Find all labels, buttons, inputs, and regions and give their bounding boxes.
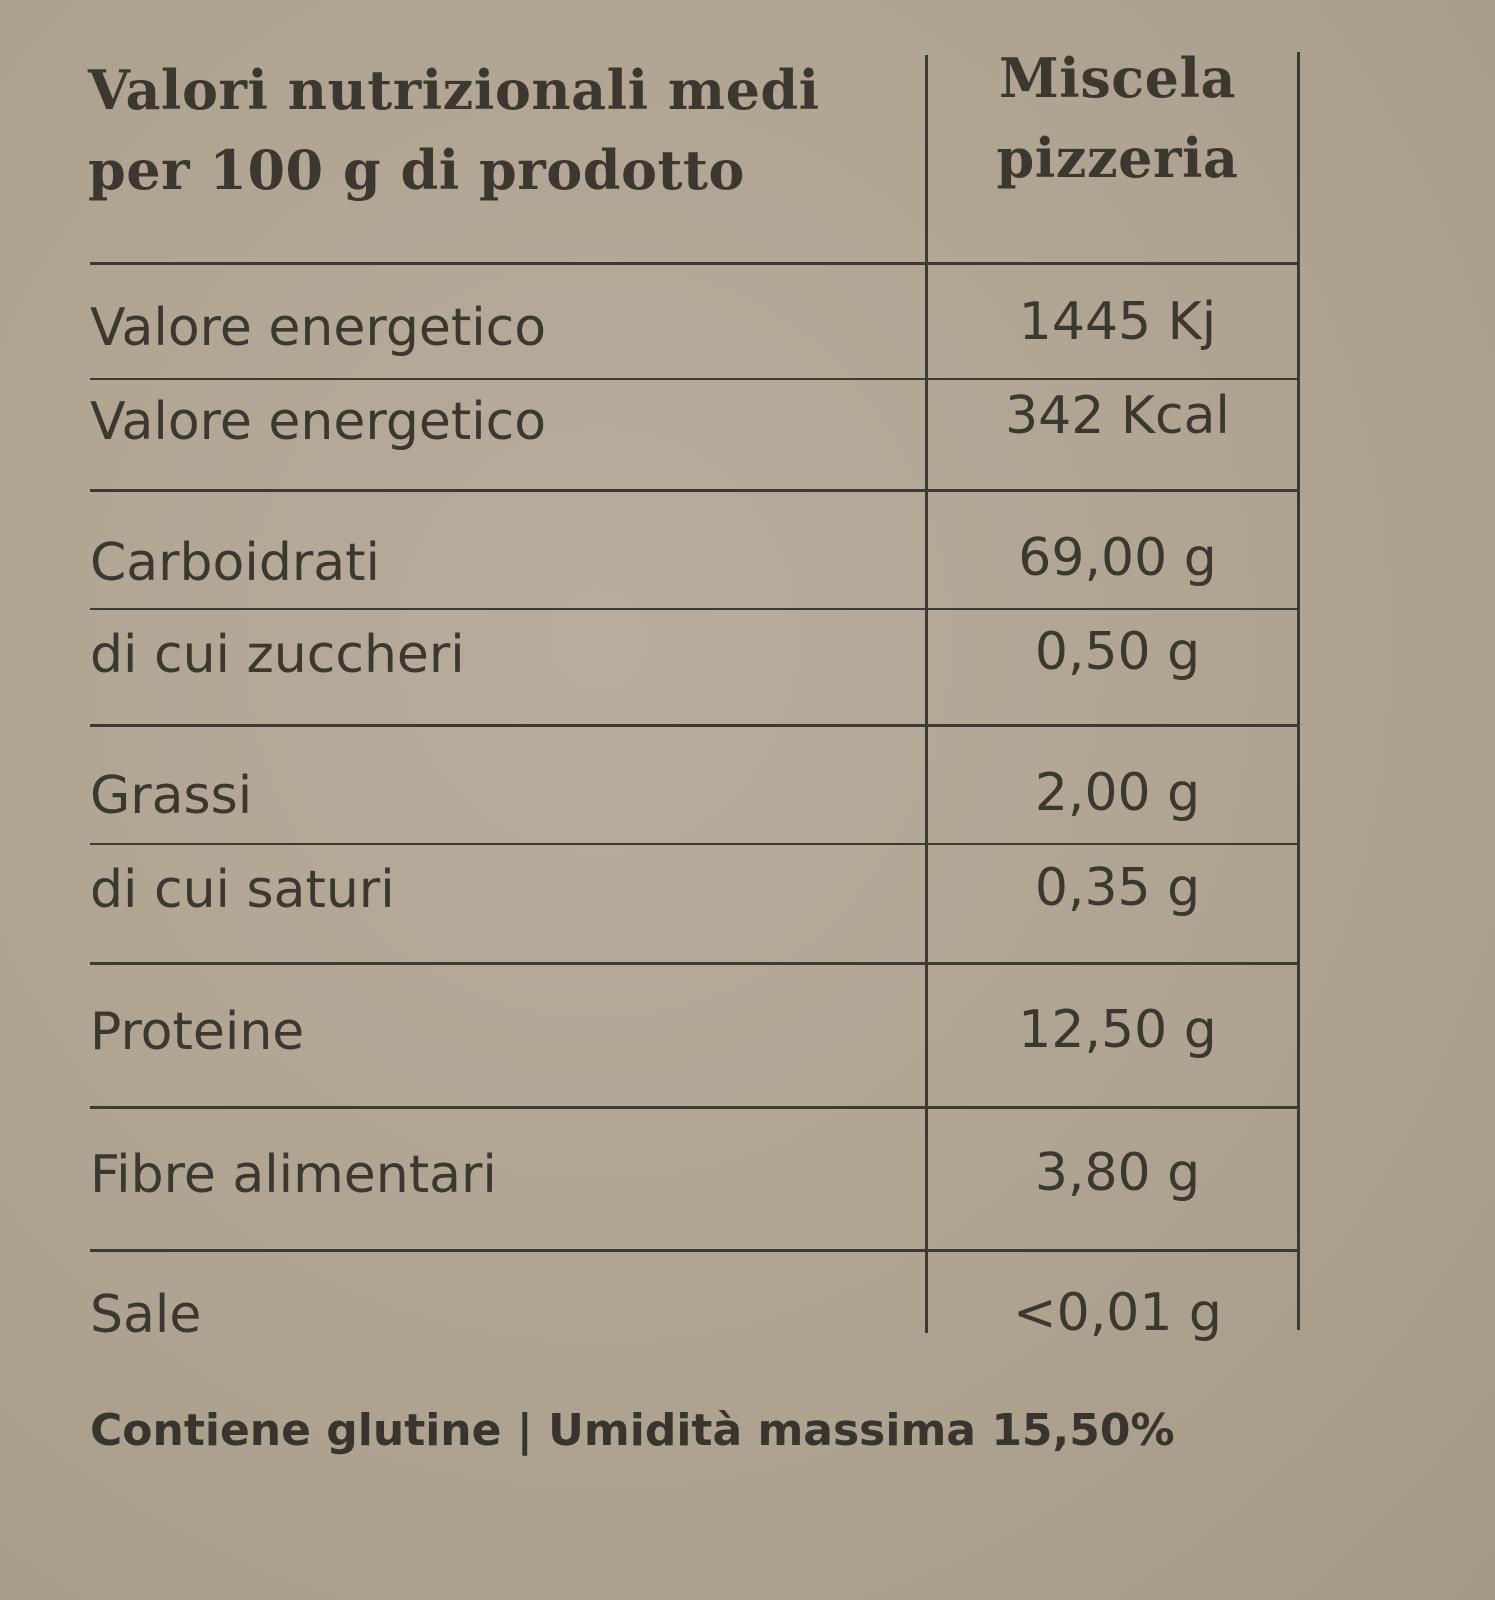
row-value: 342 Kcal (1005, 386, 1230, 446)
column-header-line2: pizzeria (996, 126, 1239, 190)
row-divider (90, 378, 1300, 380)
row-value: 0,50 g (1034, 622, 1201, 682)
row-label: Valore energetico (90, 392, 547, 452)
row-value: 2,00 g (1034, 763, 1201, 823)
row-label: Fibre alimentari (90, 1145, 497, 1205)
row-label: di cui saturi (90, 860, 395, 920)
row-divider (90, 1249, 1300, 1252)
row-value: 69,00 g (1018, 528, 1217, 588)
column-header-line1: Miscela (999, 46, 1236, 110)
row-divider (90, 724, 1300, 727)
row-divider (90, 1106, 1300, 1109)
header-label-line2: per 100 g di prodotto (88, 138, 745, 202)
row-divider (90, 843, 1300, 845)
row-value: 1445 Kj (1018, 292, 1217, 352)
table-right-border (1297, 52, 1300, 1330)
row-label: Proteine (90, 1002, 305, 1062)
row-label: Grassi (90, 766, 253, 826)
row-value: 0,35 g (1034, 858, 1201, 918)
row-value: 12,50 g (1018, 1000, 1217, 1060)
row-value: <0,01 g (1013, 1283, 1222, 1343)
row-divider (90, 262, 1300, 265)
row-label: Carboidrati (90, 533, 380, 593)
row-divider (90, 962, 1300, 965)
column-divider (925, 55, 928, 1333)
footer-note: Contiene glutine | Umidità massima 15,50… (90, 1405, 1175, 1456)
column-header: Miscela pizzeria (935, 38, 1300, 198)
header-label: Valori nutrizionali medi per 100 g di pr… (88, 50, 820, 210)
row-divider (90, 608, 1300, 610)
header-label-line1: Valori nutrizionali medi (88, 58, 820, 122)
row-value: 3,80 g (1034, 1143, 1201, 1203)
row-divider (90, 489, 1300, 492)
row-label: Valore energetico (90, 298, 547, 358)
row-label: di cui zuccheri (90, 625, 465, 685)
row-label: Sale (90, 1285, 202, 1345)
